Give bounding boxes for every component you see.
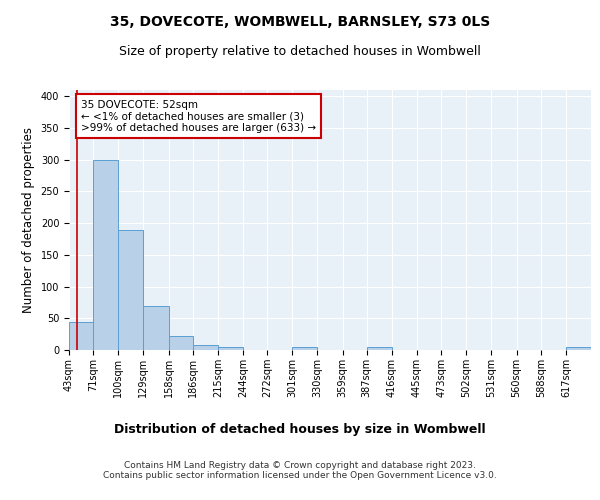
Bar [193, 345, 218, 350]
Text: Contains HM Land Registry data © Crown copyright and database right 2023.
Contai: Contains HM Land Registry data © Crown c… [103, 460, 497, 480]
Bar [169, 336, 193, 350]
Bar [118, 230, 143, 350]
Y-axis label: Number of detached properties: Number of detached properties [22, 127, 35, 313]
Bar [93, 160, 118, 350]
Bar [367, 348, 392, 350]
Bar [218, 348, 243, 350]
Text: Distribution of detached houses by size in Wombwell: Distribution of detached houses by size … [114, 422, 486, 436]
Text: 35 DOVECOTE: 52sqm
← <1% of detached houses are smaller (3)
>99% of detached hou: 35 DOVECOTE: 52sqm ← <1% of detached hou… [81, 100, 316, 132]
Bar [69, 322, 93, 350]
Text: 35, DOVECOTE, WOMBWELL, BARNSLEY, S73 0LS: 35, DOVECOTE, WOMBWELL, BARNSLEY, S73 0L… [110, 15, 490, 29]
Bar [292, 348, 317, 350]
Bar [143, 306, 169, 350]
Text: Size of property relative to detached houses in Wombwell: Size of property relative to detached ho… [119, 45, 481, 58]
Bar [566, 348, 591, 350]
